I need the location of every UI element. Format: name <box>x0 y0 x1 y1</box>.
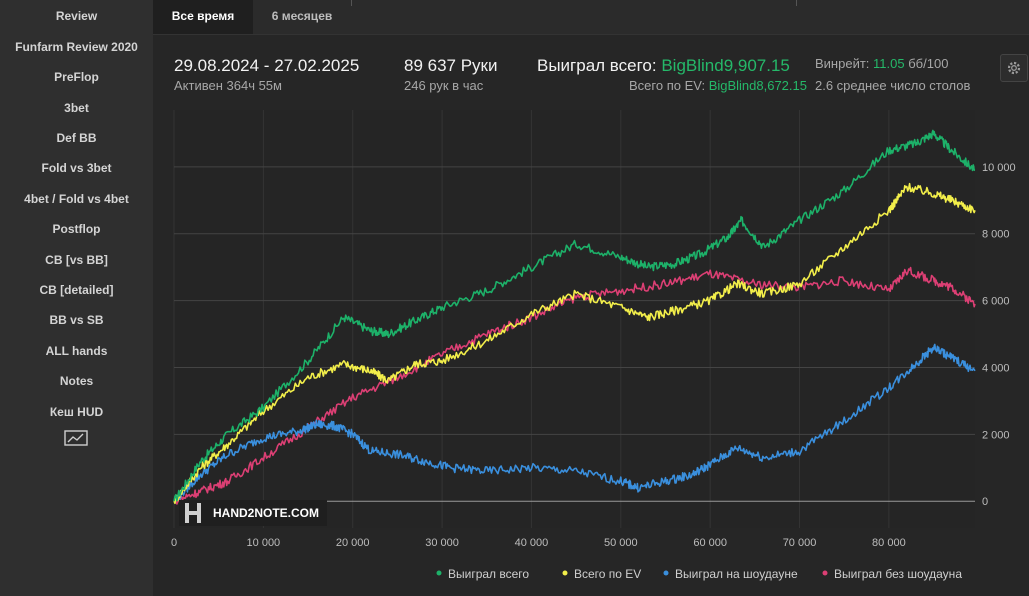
won-total-value: BigBlind9,907.15 <box>661 56 790 75</box>
legend-marker <box>562 570 568 576</box>
sidebar-item-bb-vs-sb[interactable]: BB vs SB <box>49 313 104 327</box>
tab-bar: Все время 6 месяцев <box>153 0 1029 35</box>
sidebar-item-preflop[interactable]: PreFlop <box>54 70 99 84</box>
date-range: 29.08.2024 - 27.02.2025 <box>174 56 360 75</box>
sidebar-item-review[interactable]: Review <box>55 9 98 23</box>
series-line-2 <box>173 343 976 503</box>
gear-icon <box>1007 61 1021 75</box>
sidebar-item-3bet[interactable]: 3bet <box>64 101 89 115</box>
ev-total-label: Всего по EV: <box>629 78 706 93</box>
tab-6-months[interactable]: 6 месяцев <box>271 9 333 23</box>
sidebar-item-notes[interactable]: Notes <box>59 374 94 388</box>
x-tick-label: 40 000 <box>515 537 549 549</box>
hands-per-hour: 246 рук в час <box>404 78 484 93</box>
x-tick-label: 70 000 <box>783 537 817 549</box>
stats-header: 29.08.2024 - 27.02.2025 Активен 364ч 55м… <box>153 54 1029 100</box>
series-line-0 <box>173 129 976 502</box>
sidebar-item-cb-vs-bb[interactable]: CB [vs BB] <box>45 253 108 267</box>
sidebar-item-fold-vs-3bet[interactable]: Fold vs 3bet <box>41 161 112 175</box>
sidebar-item-def-bb[interactable]: Def BB <box>56 131 97 145</box>
x-tick-label: 80 000 <box>872 537 906 549</box>
sidebar: Review Funfarm Review 2020 PreFlop 3bet … <box>0 0 153 596</box>
sidebar-item-4bet[interactable]: 4bet / Fold vs 4bet <box>24 192 129 206</box>
y-tick-label: 0 <box>982 496 988 508</box>
y-tick-label: 10 000 <box>982 162 1016 174</box>
hand2note-watermark: HAND2NOTE.COM <box>179 500 327 526</box>
legend-label[interactable]: Выиграл всего <box>448 567 529 581</box>
legend-marker <box>436 570 442 576</box>
y-tick-label: 8 000 <box>982 229 1010 241</box>
sidebar-item-cb-detailed[interactable]: CB [detailed] <box>39 283 114 297</box>
sidebar-item-postflop[interactable]: Postflop <box>52 222 101 236</box>
winrate-unit: бб/100 <box>908 56 949 71</box>
legend-label[interactable]: Выиграл без шоудауна <box>834 567 962 581</box>
won-total-label: Выиграл всего: <box>537 56 657 75</box>
ev-total: Всего по EV: BigBlind8,672.15 <box>629 78 807 93</box>
y-tick-label: 2 000 <box>982 429 1010 441</box>
chart-ticks: 0 10 000 20 000 30 000 40 000 50 000 60 000 70 … <box>171 162 1016 549</box>
y-tick-label: 6 000 <box>982 296 1010 308</box>
y-tick-label: 4 000 <box>982 362 1010 374</box>
x-tick-label: 10 000 <box>247 537 281 549</box>
winrate-label: Винрейт: <box>815 56 870 71</box>
sidebar-item-cash-hud[interactable]: Кеш HUD <box>49 405 104 419</box>
avg-tables: 2.6 среднее число столов <box>815 78 971 93</box>
tab-divider <box>796 0 797 6</box>
legend-marker <box>822 570 828 576</box>
chart-line-icon[interactable] <box>64 430 88 446</box>
legend-marker <box>663 570 669 576</box>
ev-total-value: BigBlind8,672.15 <box>708 78 807 93</box>
sidebar-item-funfarm-review[interactable]: Funfarm Review 2020 <box>15 40 138 54</box>
x-tick-label: 60 000 <box>693 537 727 549</box>
active-time: Активен 364ч 55м <box>174 78 282 93</box>
winrate: Винрейт: 11.05 бб/100 <box>815 56 948 71</box>
x-tick-label: 20 000 <box>336 537 370 549</box>
main-panel: Все время 6 месяцев 29.08.2024 - 27.02.2… <box>153 0 1029 596</box>
legend-label[interactable]: Всего по EV <box>574 567 641 581</box>
chart-grid <box>173 110 975 528</box>
legend-label[interactable]: Выиграл на шоудауне <box>675 567 798 581</box>
x-tick-label: 0 <box>171 537 177 549</box>
chart-legend: Выиграл всего Всего по EV Выиграл на шоуда… <box>436 567 962 581</box>
tab-all-time[interactable]: Все время <box>153 0 253 34</box>
sidebar-item-all-hands[interactable]: ALL hands <box>45 344 108 358</box>
profit-chart: 0 10 000 20 000 30 000 40 000 50 000 60 000 70 … <box>171 110 1016 581</box>
hands-count: 89 637 Руки <box>404 56 498 75</box>
hand2note-logo-icon <box>185 503 201 523</box>
plot-area <box>174 110 975 528</box>
series-line-1 <box>173 182 976 505</box>
x-tick-label: 30 000 <box>425 537 459 549</box>
settings-gear-button[interactable] <box>1000 54 1028 82</box>
x-tick-label: 50 000 <box>604 537 638 549</box>
won-total: Выиграл всего: BigBlind9,907.15 <box>537 56 790 76</box>
chart-lines <box>173 129 976 505</box>
watermark-text: HAND2NOTE.COM <box>213 506 319 520</box>
winrate-value: 11.05 <box>873 56 905 71</box>
tab-divider <box>351 0 352 6</box>
series-line-3 <box>173 266 976 505</box>
